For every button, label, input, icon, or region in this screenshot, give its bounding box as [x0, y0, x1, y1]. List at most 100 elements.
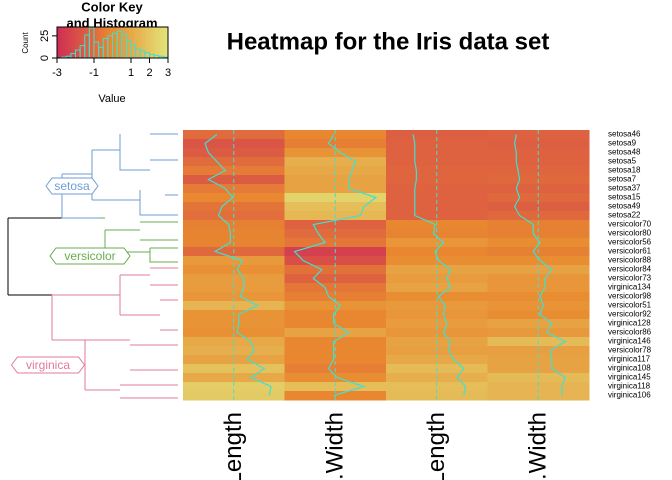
x-tick-label: 3: [165, 67, 171, 79]
heatmap-cell: [284, 319, 387, 329]
row-label: versicolor84: [608, 265, 652, 274]
heatmap-cell: [284, 265, 387, 275]
heatmap-cell: [386, 256, 488, 266]
heatmap-cell: [183, 139, 285, 149]
heatmap-cell: [183, 265, 285, 275]
heatmap-cell: [386, 382, 488, 392]
cluster-label: versicolor: [49, 247, 131, 265]
color-key-swatch: [126, 27, 130, 58]
row-label: versicolor80: [608, 229, 652, 238]
row-label: versicolor98: [608, 292, 652, 301]
x-tick-label: 1: [128, 67, 134, 79]
row-label: virginica134: [608, 283, 651, 292]
heatmap-cell: [284, 166, 387, 176]
color-key-swatch: [76, 27, 80, 58]
color-key-swatch: [151, 27, 155, 58]
heatmap-cell: [284, 328, 387, 338]
row-label: setosa46: [608, 130, 641, 139]
heatmap-cell: [183, 166, 285, 176]
row-label: versicolor78: [608, 346, 652, 355]
color-key-swatch: [118, 27, 122, 58]
heatmap-cell: [183, 202, 285, 212]
trace-line: [204, 134, 272, 396]
heatmap-cell: [284, 355, 387, 365]
trace-line: [412, 134, 467, 396]
column-label: Petal.Width: [525, 412, 552, 480]
heatmap-cell: [284, 229, 387, 239]
heatmap-cell: [386, 292, 488, 302]
row-label: virginica145: [608, 373, 651, 382]
row-label: versicolor92: [608, 310, 652, 319]
cluster-label: setosa: [45, 177, 99, 195]
cluster-label-box: [10, 356, 86, 374]
color-key-swatch: [137, 27, 141, 58]
heatmap-cell: [487, 319, 590, 329]
heatmap-cell: [284, 256, 387, 266]
column-label: Sepal.Length: [220, 412, 247, 480]
heatmap-cell: [487, 229, 590, 239]
heatmap-cell: [386, 202, 488, 212]
color-key-swatch: [123, 27, 127, 58]
color-key-swatch: [65, 27, 69, 58]
row-label: versicolor51: [608, 301, 652, 310]
heatmap-cell: [284, 382, 387, 392]
color-key-swatch: [143, 27, 147, 58]
row-label: virginica108: [608, 364, 651, 373]
heatmap-cell: [183, 292, 285, 302]
cluster-label-box: [45, 177, 99, 195]
heatmap-cell: [487, 130, 590, 140]
color-key-swatch: [159, 27, 163, 58]
color-key-swatch: [165, 27, 169, 58]
chart-title: Heatmap for the Iris data set: [227, 28, 550, 55]
row-label: setosa5: [608, 157, 637, 166]
color-key-swatch: [73, 27, 77, 58]
color-key-swatch: [62, 27, 66, 58]
trace-line: [513, 134, 567, 396]
heatmap-cell: [487, 292, 590, 302]
heatmap-cell: [487, 139, 590, 149]
x-tick-label: 2: [146, 67, 152, 79]
cluster-label-text: versicolor: [64, 249, 115, 263]
heatmap-cell: [487, 328, 590, 338]
heatmap-cell: [183, 391, 285, 401]
color-key-swatch: [106, 27, 111, 58]
row-label: versicolor88: [608, 256, 652, 265]
heatmap-cell: [183, 328, 285, 338]
color-key-swatch: [90, 27, 94, 58]
row-label: setosa37: [608, 184, 641, 193]
heatmap-cell: [386, 229, 488, 239]
color-key-swatch: [109, 27, 113, 58]
color-key-swatch: [57, 27, 61, 58]
y-tick-label: 25: [39, 30, 51, 42]
heatmap-cell: [284, 292, 387, 302]
heatmap-cell: [386, 193, 488, 203]
x-tick-label: -1: [89, 67, 99, 79]
x-tick-label: -3: [52, 67, 62, 79]
row-label: setosa9: [608, 139, 637, 148]
heatmap-cell: [487, 355, 590, 365]
cluster-label-text: virginica: [26, 358, 70, 372]
heatmap-cell: [183, 193, 285, 203]
row-label: virginica118: [608, 382, 651, 391]
heatmap-cell: [386, 139, 488, 149]
color-key-swatch: [70, 27, 75, 58]
row-label: setosa48: [608, 148, 641, 157]
y-tick-label: 0: [39, 55, 51, 61]
heatmap-cell: [183, 382, 285, 392]
heatmap-cell: [386, 130, 488, 140]
row-label: virginica106: [608, 391, 651, 400]
column-label: Sepal.Width: [322, 412, 349, 480]
row-label: versicolor56: [608, 238, 652, 247]
heatmap-cell: [487, 391, 590, 401]
key-title: Color Key: [81, 0, 143, 14]
heatmap-cell: [284, 130, 387, 140]
color-key-swatch: [79, 27, 83, 58]
color-key-swatch: [162, 27, 166, 58]
color-key-swatch: [84, 27, 88, 58]
row-label: versicolor61: [608, 247, 652, 256]
heatmap-cell: [284, 139, 387, 149]
row-label: versicolor70: [608, 220, 652, 229]
color-key-swatch: [81, 27, 86, 58]
key-x-label: Value: [98, 93, 125, 105]
